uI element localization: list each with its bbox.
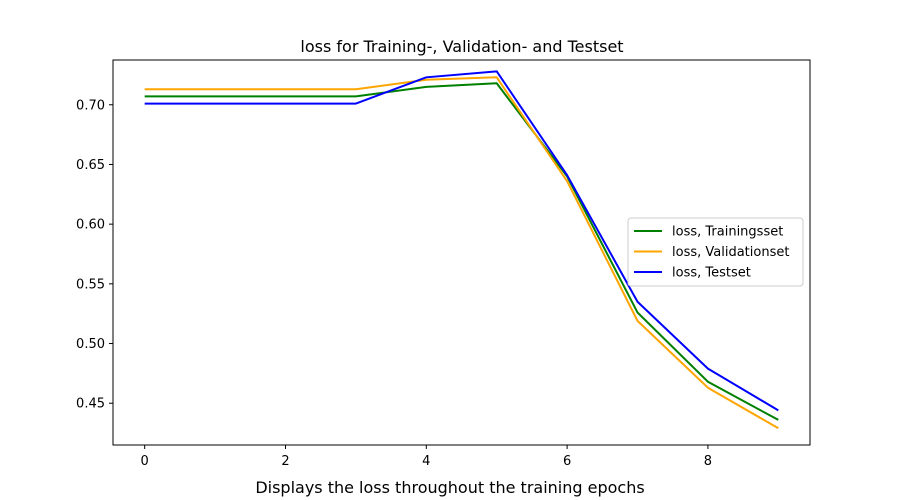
series-group [144,70,779,430]
y-axis: 0.45 0.50 0.55 0.60 0.65 0.70 [76,98,113,412]
y-tick-label: 0.60 [76,218,105,233]
x-axis: 0 2 4 6 8 [141,445,712,469]
legend-label: loss, Testset [672,266,751,281]
legend: loss, Trainingsset loss, Validationset los… [627,217,804,287]
x-tick-label: 8 [704,454,712,469]
y-tick-label: 0.65 [76,158,105,173]
legend-box [627,217,804,287]
x-tick-label: 2 [281,454,289,469]
x-tick-label: 0 [141,454,149,469]
plot-frame [112,59,811,446]
chart-title: loss for Training-, Validation- and Test… [300,37,623,56]
y-tick-label: 0.70 [76,98,105,113]
y-tick-label: 0.50 [76,337,105,352]
legend-label: loss, Trainingsset [672,225,783,240]
series-line [144,70,779,412]
series-line [144,76,779,430]
legend-label: loss, Validationset [672,245,789,260]
y-tick-label: 0.45 [76,397,105,412]
y-tick-label: 0.55 [76,277,105,292]
x-tick-label: 6 [563,454,571,469]
plot-area [112,59,811,446]
x-tick-label: 4 [422,454,430,469]
series-line [144,82,779,421]
chart-caption: Displays the loss throughout the trainin… [255,478,645,497]
